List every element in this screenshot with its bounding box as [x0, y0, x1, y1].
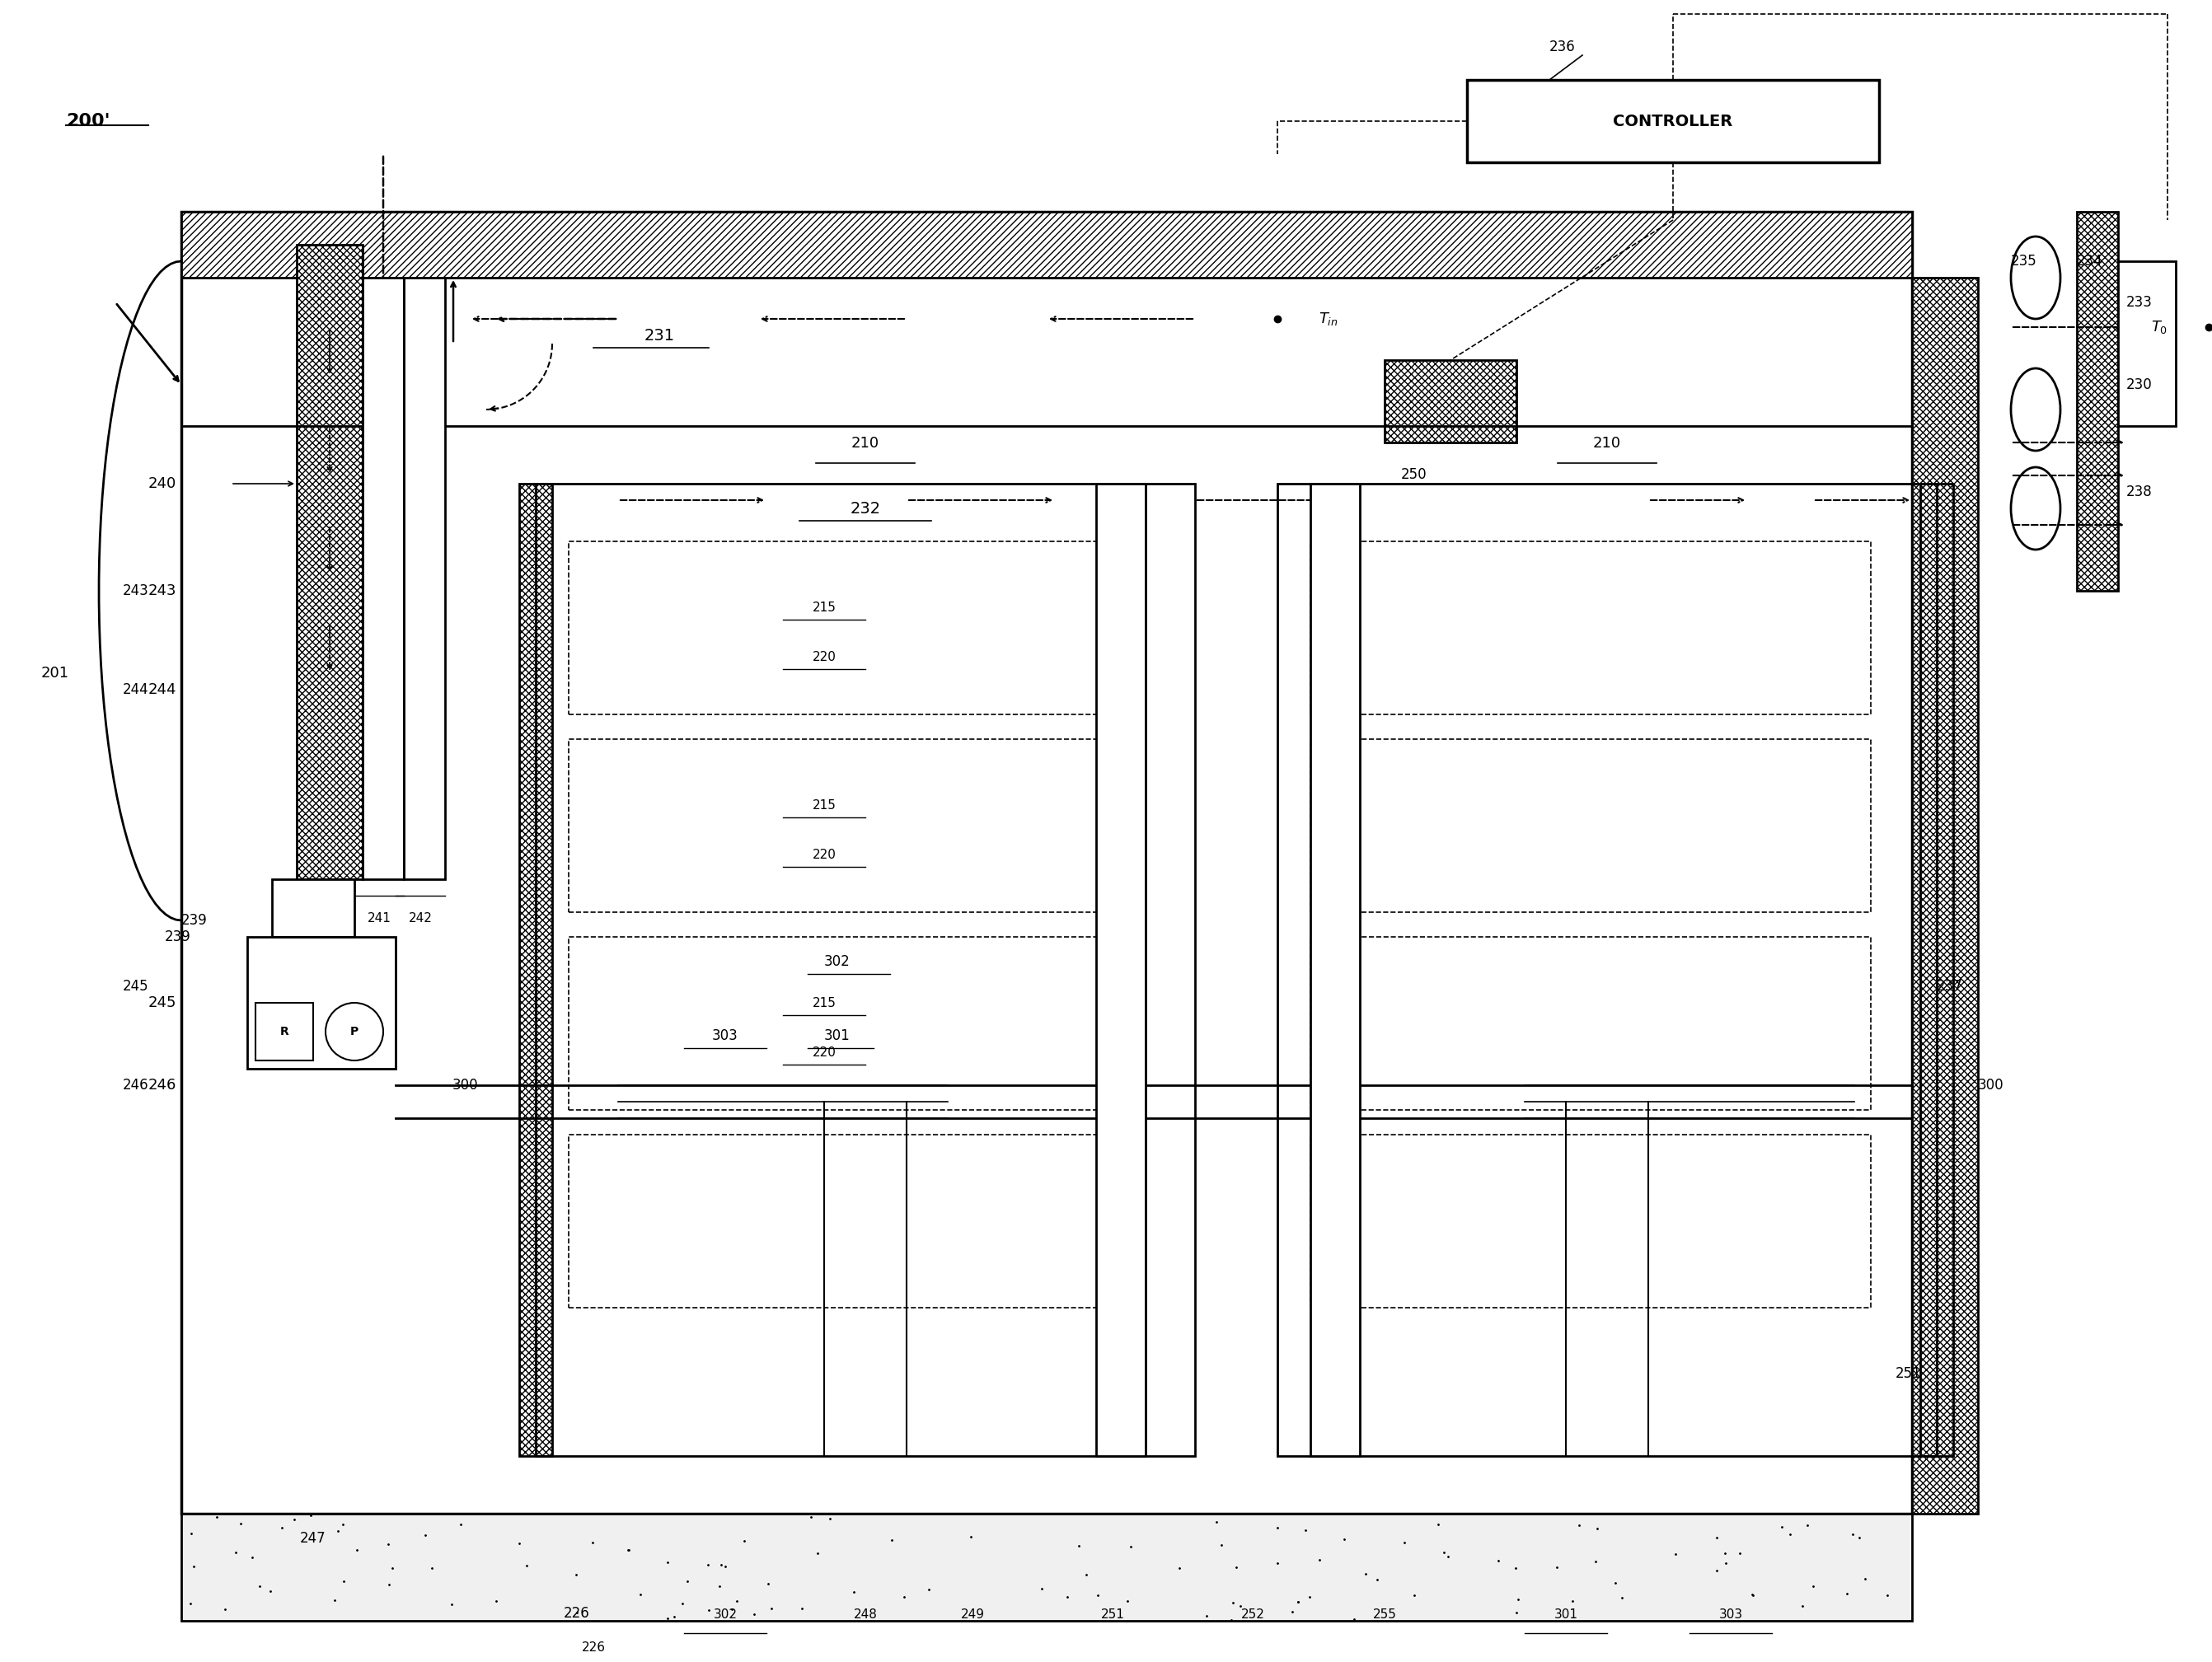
Bar [296, 244, 363, 879]
Bar [1276, 484, 1938, 1456]
Bar [1310, 937, 1871, 1110]
Bar [1310, 1135, 1871, 1308]
Text: P: P [349, 1025, 358, 1037]
Text: 233: 233 [2126, 294, 2152, 309]
Text: 231: 231 [644, 327, 675, 342]
Bar [405, 278, 445, 879]
Bar [1920, 484, 1953, 1456]
Bar [1911, 278, 1978, 1514]
Text: 215: 215 [812, 602, 836, 613]
Text: 248: 248 [854, 1609, 878, 1620]
Text: 235: 235 [2011, 254, 2037, 269]
Bar [568, 1135, 1128, 1308]
Text: 220: 220 [812, 650, 836, 663]
Bar [568, 740, 1128, 912]
Text: 239: 239 [166, 929, 190, 944]
Bar [1467, 80, 1878, 163]
Text: 255: 255 [1374, 1609, 1396, 1620]
Text: 210: 210 [1593, 435, 1621, 450]
Bar [181, 1514, 1911, 1620]
Text: 243: 243 [148, 583, 177, 598]
Bar [1097, 484, 1146, 1456]
Bar [272, 879, 354, 937]
Bar [254, 1002, 314, 1060]
Text: 241: 241 [367, 912, 392, 924]
Text: $T_{in}$: $T_{in}$ [1318, 311, 1338, 327]
Bar [1385, 361, 1517, 442]
Text: 243: 243 [122, 583, 148, 598]
Text: 245: 245 [122, 979, 148, 994]
Text: 210: 210 [852, 435, 880, 450]
Text: 230: 230 [2126, 377, 2152, 392]
Text: 302: 302 [825, 954, 849, 969]
Text: 237: 237 [1938, 979, 1962, 994]
Text: 244: 244 [148, 683, 177, 696]
Text: 246: 246 [122, 1077, 148, 1092]
Text: $T_0$: $T_0$ [2150, 319, 2168, 336]
Text: 234: 234 [2077, 254, 2104, 269]
Text: 303: 303 [712, 1029, 739, 1044]
Bar [568, 542, 1128, 715]
Bar [1310, 542, 1871, 715]
Bar [2119, 261, 2177, 425]
Text: 200': 200' [66, 113, 111, 130]
Text: 301: 301 [1553, 1609, 1577, 1620]
Text: 238: 238 [2126, 485, 2152, 499]
Text: 303: 303 [1719, 1609, 1743, 1620]
Text: 220: 220 [812, 848, 836, 861]
Text: 250: 250 [1400, 467, 1427, 482]
Bar [535, 484, 1194, 1456]
Text: 226: 226 [564, 1605, 591, 1620]
Text: 201: 201 [42, 666, 69, 681]
Text: 215: 215 [812, 799, 836, 811]
Bar [1310, 740, 1871, 912]
Bar [248, 937, 396, 1069]
Bar [181, 211, 1911, 1514]
Text: 252: 252 [1241, 1609, 1265, 1620]
Text: 300: 300 [1978, 1077, 2004, 1092]
Text: 251: 251 [1896, 1366, 1922, 1381]
Bar [181, 211, 1911, 278]
Text: 245: 245 [148, 996, 177, 1010]
Text: 232: 232 [849, 500, 880, 517]
Bar [2077, 211, 2119, 590]
Text: 249: 249 [960, 1609, 984, 1620]
Text: 240: 240 [148, 477, 177, 490]
Text: 236: 236 [1548, 40, 1575, 55]
Bar [1310, 484, 1360, 1456]
Text: 215: 215 [812, 997, 836, 1009]
Text: CONTROLLER: CONTROLLER [1613, 113, 1732, 130]
Bar [520, 484, 553, 1456]
Text: 302: 302 [712, 1609, 737, 1620]
Text: 226: 226 [582, 1642, 606, 1654]
Text: 242: 242 [409, 912, 431, 924]
Text: 251: 251 [1102, 1609, 1124, 1620]
Text: 247: 247 [301, 1531, 325, 1546]
Text: 301: 301 [825, 1029, 849, 1044]
Text: R: R [281, 1025, 290, 1037]
Bar [568, 937, 1128, 1110]
Text: 220: 220 [812, 1045, 836, 1059]
Text: 300: 300 [451, 1077, 478, 1092]
Text: 244: 244 [122, 683, 148, 696]
Bar [363, 278, 405, 879]
Text: 239: 239 [181, 912, 208, 927]
Text: 246: 246 [148, 1077, 177, 1092]
